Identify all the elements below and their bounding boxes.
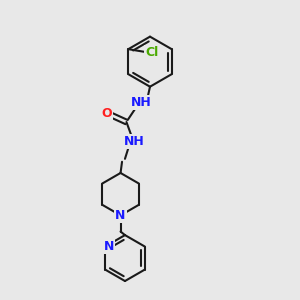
Text: NH: NH bbox=[131, 96, 152, 110]
Text: O: O bbox=[101, 107, 112, 120]
Text: Cl: Cl bbox=[145, 46, 158, 59]
Text: NH: NH bbox=[123, 135, 144, 148]
Text: N: N bbox=[103, 240, 114, 253]
Text: N: N bbox=[116, 209, 126, 222]
